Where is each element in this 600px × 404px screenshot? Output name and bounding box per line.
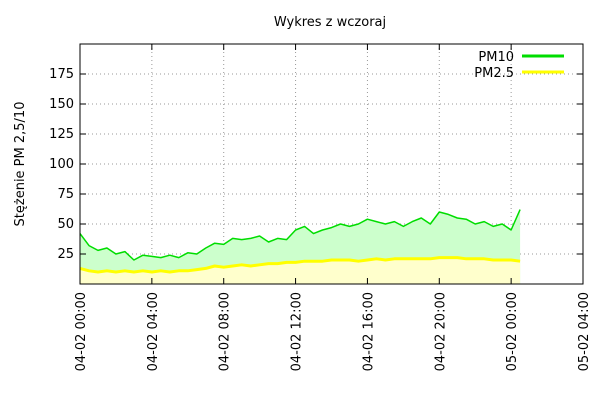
x-tick-label: 04-02 08:00: [218, 292, 233, 371]
y-tick-label: 50: [57, 217, 74, 232]
x-tick-label: 04-02 16:00: [361, 292, 376, 371]
area-pm25: [80, 257, 521, 284]
line-pm10: [79, 209, 521, 261]
axis-ticks: 25 50 75 100 125 150 175 04-02 00:00 04-02 04:00…: [49, 44, 592, 371]
y-axis-label: Stężenie PM 2,5/10: [13, 102, 28, 227]
x-tick-label: 04-02 20:00: [433, 292, 448, 371]
x-tick-label: 05-02 04:00: [577, 292, 592, 371]
x-tick-label: 04-02 00:00: [74, 292, 89, 371]
series-areas: [80, 209, 521, 284]
series-lines: [79, 209, 521, 274]
x-tick-label: 04-02 04:00: [146, 292, 161, 371]
y-tick-label: 125: [49, 127, 74, 142]
y-tick-label: 175: [49, 67, 74, 82]
y-tick-label: 25: [57, 247, 74, 262]
legend-label: PM2.5: [474, 66, 514, 81]
y-tick-label: 75: [57, 187, 74, 202]
x-tick-label: 04-02 12:00: [290, 292, 305, 371]
x-tick-label: 05-02 00:00: [505, 292, 520, 371]
legend-label: PM10: [478, 50, 514, 65]
chart-title: Wykres z wczoraj: [274, 15, 386, 30]
y-tick-label: 150: [49, 97, 74, 112]
y-tick-label: 100: [49, 157, 74, 172]
line-pm25: [79, 256, 521, 274]
